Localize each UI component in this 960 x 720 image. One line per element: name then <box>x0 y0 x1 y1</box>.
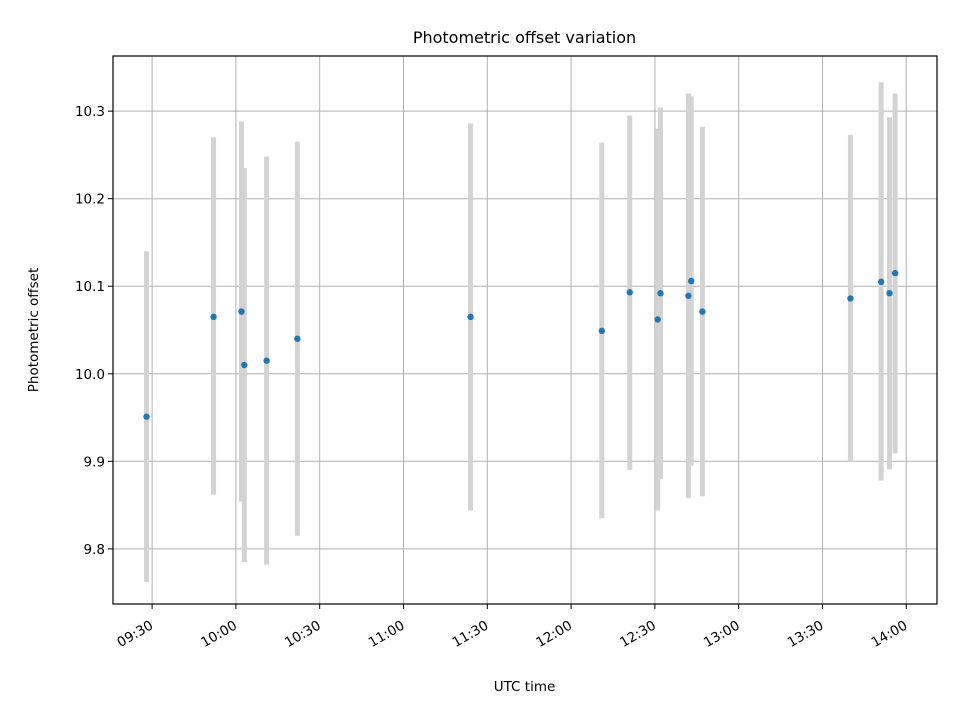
y-tick-label: 10.3 <box>75 104 105 120</box>
plot-frame <box>112 55 938 605</box>
data-point <box>241 361 248 369</box>
grid <box>113 56 937 604</box>
x-tick-label: 13:30 <box>785 618 827 651</box>
x-tick-label: 10:30 <box>282 618 324 651</box>
chart-title: Photometric offset variation <box>413 28 636 47</box>
error-bars <box>144 82 898 583</box>
data-point <box>654 316 661 323</box>
data-point <box>891 269 899 277</box>
y-axis-ticks: 9.8 9.9 10.0 10.1 10.2 10.3 <box>75 104 113 558</box>
x-tick-label: 14:00 <box>869 618 911 651</box>
x-tick-label: 09:30 <box>114 618 156 651</box>
data-point <box>886 290 893 297</box>
data-point <box>467 313 474 321</box>
y-tick-label: 10.2 <box>75 192 105 208</box>
data-point <box>687 277 695 285</box>
data-point <box>847 295 854 302</box>
data-point <box>263 357 270 364</box>
x-axis-label: UTC time <box>494 679 556 695</box>
y-axis-label: Photometric offset <box>26 268 42 392</box>
x-tick-label: 11:00 <box>366 618 408 651</box>
x-tick-label: 12:00 <box>533 618 575 651</box>
y-tick-label: 9.8 <box>84 542 105 558</box>
data-point <box>626 289 633 296</box>
y-tick-label: 9.9 <box>84 454 105 470</box>
x-tick-label: 11:30 <box>450 618 492 651</box>
data-point <box>685 292 692 300</box>
y-tick-label: 10.1 <box>75 279 105 295</box>
x-tick-label: 13:00 <box>701 618 743 651</box>
data-point <box>598 327 606 335</box>
data-point <box>657 290 664 297</box>
x-axis-ticks: 09:30 10:00 10:30 11:00 11:30 12:00 12:30 13:00… <box>114 604 910 651</box>
data-point <box>143 413 150 420</box>
y-tick-label: 10.0 <box>75 367 105 383</box>
data-point <box>210 313 217 321</box>
data-point <box>877 278 885 286</box>
x-tick-label: 12:30 <box>617 618 659 651</box>
data-point <box>294 335 301 342</box>
x-tick-label: 10:00 <box>198 618 240 651</box>
data-point <box>238 308 245 315</box>
data-points <box>143 269 899 420</box>
data-point <box>699 308 706 315</box>
